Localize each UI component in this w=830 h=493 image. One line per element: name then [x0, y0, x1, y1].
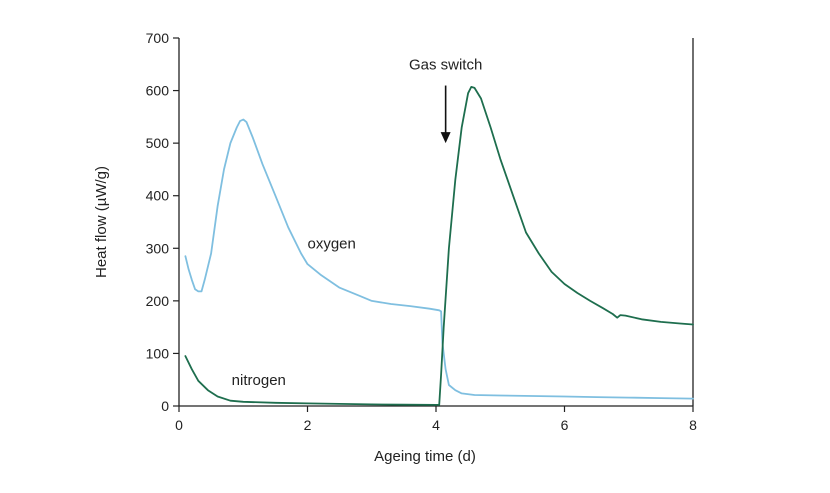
annotations: oxygen nitrogen Gas switch — [232, 57, 483, 389]
y-tick-label: 200 — [146, 293, 170, 309]
y-axis-title: Heat flow (µW/g) — [93, 166, 110, 278]
x-tick-label: 0 — [175, 417, 183, 433]
series-layer — [184, 86, 694, 406]
annotation-label: Gas switch — [409, 57, 482, 74]
gas-switch-arrow-head — [440, 132, 451, 144]
y-tick-label: 500 — [146, 135, 170, 151]
x-tick-label: 8 — [689, 417, 697, 433]
annotation-label: oxygen — [308, 235, 356, 252]
x-axis-title: Ageing time (d) — [374, 448, 476, 465]
y-tick-label: 0 — [161, 398, 169, 414]
x-tick-label: 6 — [561, 417, 569, 433]
y-tick-label: 300 — [146, 240, 170, 256]
axes: 0 100 200 300 400 500 600 700 0 2 4 6 8 — [146, 30, 697, 433]
annotation-label: nitrogen — [232, 372, 286, 389]
series-line-oxygen — [184, 118, 694, 400]
x-tick-label: 4 — [432, 417, 440, 433]
y-tick-label: 700 — [146, 30, 170, 46]
x-tick-label: 2 — [304, 417, 312, 433]
y-tick-label: 600 — [146, 83, 170, 99]
y-tick-label: 100 — [146, 345, 170, 361]
y-tick-label: 400 — [146, 188, 170, 204]
series-line-nitrogen — [184, 86, 694, 406]
